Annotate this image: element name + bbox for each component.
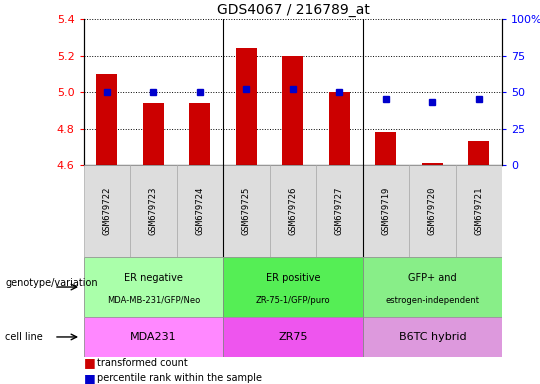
Bar [375, 132, 396, 165]
Text: ■: ■ [84, 356, 96, 369]
Bar [456, 165, 502, 257]
Bar [422, 163, 443, 165]
Text: GSM679727: GSM679727 [335, 187, 344, 235]
Text: GSM679723: GSM679723 [149, 187, 158, 235]
Bar [223, 257, 363, 317]
Text: MDA231: MDA231 [130, 332, 177, 342]
Bar [363, 257, 502, 317]
Text: ■: ■ [84, 372, 96, 384]
Bar [130, 165, 177, 257]
Text: GSM679719: GSM679719 [381, 187, 390, 235]
Bar [409, 165, 456, 257]
Bar [177, 165, 223, 257]
Text: B6TC hybrid: B6TC hybrid [399, 332, 466, 342]
Text: MDA-MB-231/GFP/Neo: MDA-MB-231/GFP/Neo [107, 296, 200, 305]
Bar [223, 165, 269, 257]
Title: GDS4067 / 216789_at: GDS4067 / 216789_at [217, 3, 369, 17]
Text: percentile rank within the sample: percentile rank within the sample [97, 373, 262, 383]
Bar [282, 56, 303, 165]
Bar [363, 165, 409, 257]
Bar [84, 317, 223, 357]
Text: estrogen-independent: estrogen-independent [386, 296, 480, 305]
Bar [84, 257, 223, 317]
Bar [97, 74, 117, 165]
Text: cell line: cell line [5, 332, 43, 342]
Bar [469, 141, 489, 165]
Text: GSM679720: GSM679720 [428, 187, 437, 235]
Text: ER negative: ER negative [124, 273, 183, 283]
Text: ZR75: ZR75 [278, 332, 308, 342]
Text: ZR-75-1/GFP/puro: ZR-75-1/GFP/puro [255, 296, 330, 305]
Bar [329, 92, 350, 165]
Bar [236, 48, 257, 165]
Text: GSM679722: GSM679722 [103, 187, 111, 235]
Bar [363, 317, 502, 357]
Text: GSM679725: GSM679725 [242, 187, 251, 235]
Text: GFP+ and: GFP+ and [408, 273, 457, 283]
Text: GSM679721: GSM679721 [475, 187, 483, 235]
Bar [84, 165, 130, 257]
Bar [143, 103, 164, 165]
Text: genotype/variation: genotype/variation [5, 278, 98, 288]
Bar [223, 317, 363, 357]
Text: GSM679724: GSM679724 [195, 187, 205, 235]
Text: ER positive: ER positive [266, 273, 320, 283]
Text: GSM679726: GSM679726 [288, 187, 298, 235]
Bar [190, 103, 211, 165]
Bar [316, 165, 363, 257]
Bar [269, 165, 316, 257]
Text: transformed count: transformed count [97, 358, 188, 368]
